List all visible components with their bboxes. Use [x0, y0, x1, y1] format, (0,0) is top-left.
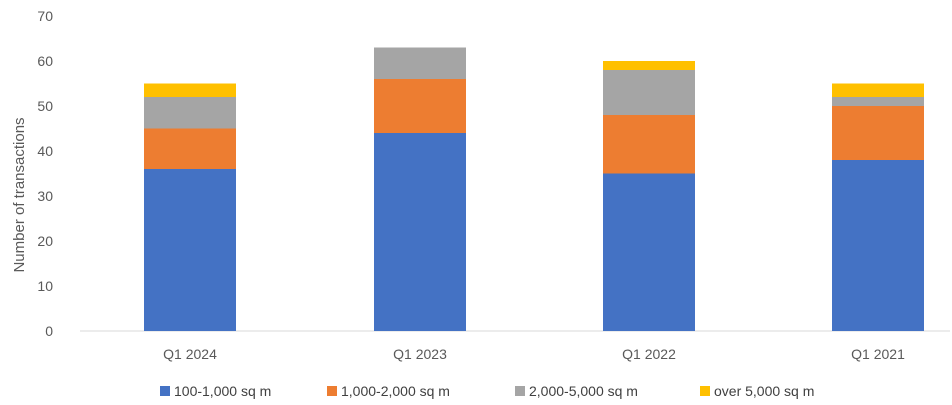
- x-tick-label: Q1 2022: [622, 346, 676, 362]
- y-tick-label: 40: [37, 143, 53, 159]
- y-tick-label: 20: [37, 233, 53, 249]
- y-tick-label: 30: [37, 188, 53, 204]
- x-axis-ticks: Q1 2024 Q1 2023 Q1 2022 Q1 2021: [163, 346, 905, 362]
- legend-label: 2,000-5,000 sq m: [529, 383, 638, 399]
- bar-segment: [144, 128, 236, 169]
- legend-label: over 5,000 sq m: [714, 383, 814, 399]
- bar-segment: [832, 160, 924, 331]
- bar-segment: [832, 97, 924, 106]
- y-tick-label: 10: [37, 278, 53, 294]
- bar-segment: [603, 173, 695, 331]
- legend-swatch: [327, 386, 337, 396]
- bar-segment: [832, 106, 924, 160]
- bar-segment: [603, 70, 695, 115]
- legend-swatch: [515, 386, 525, 396]
- bar-segment: [144, 97, 236, 129]
- legend-swatch: [160, 386, 170, 396]
- y-tick-label: 0: [45, 323, 53, 339]
- legend-swatch: [700, 386, 710, 396]
- bar-segment: [603, 115, 695, 174]
- bars: [144, 47, 924, 331]
- y-tick-label: 70: [37, 8, 53, 24]
- bar-segment: [374, 79, 466, 133]
- y-tick-label: 60: [37, 53, 53, 69]
- bar-segment: [374, 47, 466, 79]
- x-tick-label: Q1 2024: [163, 346, 217, 362]
- legend: 100-1,000 sq m 1,000-2,000 sq m 2,000-5,00…: [160, 383, 814, 399]
- legend-label: 1,000-2,000 sq m: [341, 383, 450, 399]
- x-tick-label: Q1 2021: [851, 346, 905, 362]
- y-tick-label: 50: [37, 98, 53, 114]
- bar-segment: [832, 83, 924, 97]
- legend-label: 100-1,000 sq m: [174, 383, 271, 399]
- bar-segment: [144, 169, 236, 331]
- x-tick-label: Q1 2023: [393, 346, 447, 362]
- bar-segment: [144, 83, 236, 97]
- bar-segment: [603, 61, 695, 70]
- y-axis-ticks: 0 10 20 30 40 50 60 70: [37, 8, 53, 339]
- bar-segment: [374, 133, 466, 331]
- y-axis-title: Number of transactions: [11, 117, 28, 272]
